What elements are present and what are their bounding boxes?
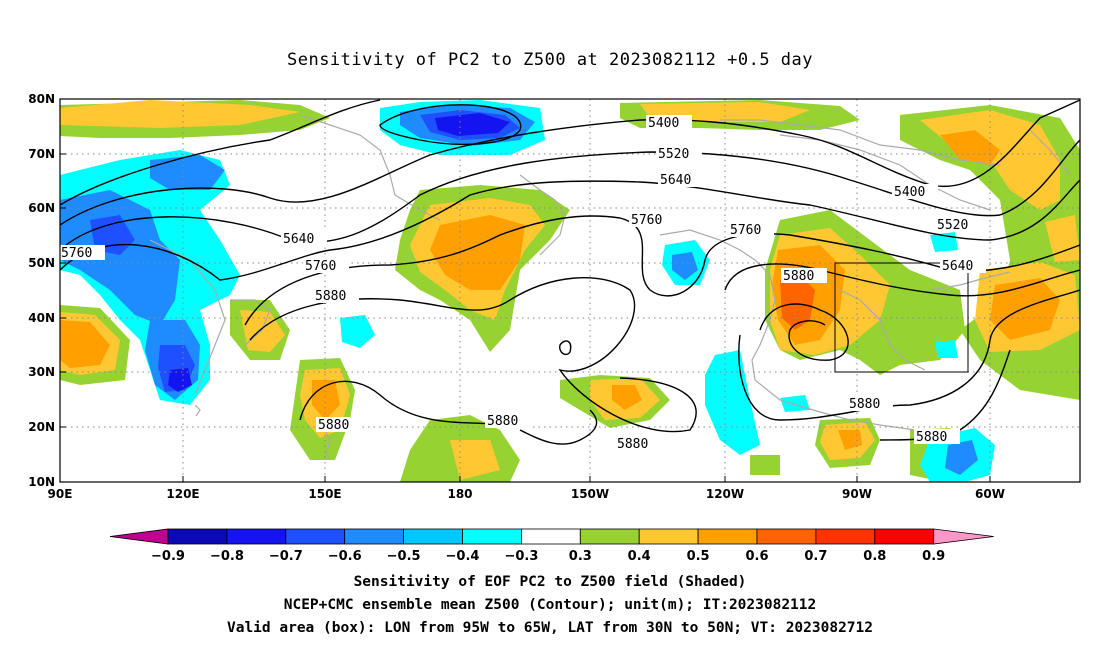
contour-label-5880-g: 5880 xyxy=(914,429,960,445)
contour-label-5640-b: 5640 xyxy=(281,231,327,247)
lon-label: 90E xyxy=(48,487,73,501)
lon-label: 60W xyxy=(975,487,1005,501)
svg-text:5760: 5760 xyxy=(305,259,336,274)
contour-label-5880-f: 5880 xyxy=(847,396,893,412)
svg-text:5880: 5880 xyxy=(916,430,947,445)
shaded-field xyxy=(60,99,1080,482)
svg-text:5880: 5880 xyxy=(783,269,814,284)
colorbar-label: −0.7 xyxy=(269,549,303,564)
svg-text:5880: 5880 xyxy=(617,437,648,452)
colorbar-label: 0.8 xyxy=(863,549,886,564)
colorbar-swatch xyxy=(226,528,287,545)
svg-text:5640: 5640 xyxy=(660,173,691,188)
contour-labels: 5400 5520 5640 5760 5760 5640 5760 5880 … xyxy=(59,115,986,452)
colorbar-arrow-high xyxy=(933,528,994,545)
colorbar-label: 0.9 xyxy=(922,549,945,564)
svg-text:5400: 5400 xyxy=(894,185,925,200)
contour-label-5400-b: 5400 xyxy=(892,184,938,200)
contour-label-5880-e: 5880 xyxy=(615,436,661,452)
lat-labels: 80N 70N 60N 50N 40N 30N 20N 10N xyxy=(28,92,55,489)
colorbar-swatch xyxy=(403,528,463,545)
footer-line-3: Valid area (box): LON from 95W to 65W, L… xyxy=(226,620,873,636)
colorbar-swatch xyxy=(344,528,405,545)
lon-label: 150E xyxy=(308,487,341,501)
colorbar-swatch xyxy=(285,528,346,545)
colorbar-swatch xyxy=(521,528,581,545)
lat-label: 30N xyxy=(28,365,55,379)
colorbar: −0.9 −0.8 −0.7 −0.6 −0.5 −0.4 −0.3 0.3 0.4 0.5 0.6… xyxy=(109,528,994,564)
contour-label-5520-b: 5520 xyxy=(935,217,981,233)
svg-text:5760: 5760 xyxy=(631,213,662,228)
lat-label: 20N xyxy=(28,420,55,434)
colorbar-label: −0.8 xyxy=(210,549,244,564)
lat-label: 10N xyxy=(28,475,55,489)
lon-label: 120E xyxy=(166,487,199,501)
tick-marks xyxy=(60,98,991,482)
colorbar-label: 0.4 xyxy=(628,549,651,564)
lat-label: 80N xyxy=(28,92,55,106)
lon-labels: 90E 120E 150E 180 150W 120W 90W 60W xyxy=(48,487,1005,501)
colorbar-label: 0.6 xyxy=(745,549,768,564)
map-frame xyxy=(59,98,1081,483)
colorbar-label: 0.5 xyxy=(687,549,710,564)
colorbar-label: 0.7 xyxy=(804,549,827,564)
lat-label: 40N xyxy=(28,311,55,325)
contour-label-5520-a: 5520 xyxy=(656,146,702,162)
colorbar-label: −0.6 xyxy=(328,549,362,564)
colorbar-swatch xyxy=(697,528,758,545)
colorbar-arrow-low xyxy=(109,528,169,545)
contour-label-5760-c: 5760 xyxy=(303,258,349,274)
colorbar-swatch xyxy=(815,528,876,545)
colorbar-swatch xyxy=(638,528,699,545)
lon-label: 150W xyxy=(571,487,609,501)
lat-label: 60N xyxy=(28,201,55,215)
lon-label: 120W xyxy=(706,487,744,501)
colorbar-label: −0.4 xyxy=(446,549,480,564)
colorbar-label: −0.3 xyxy=(504,549,538,564)
colorbar-swatch xyxy=(579,528,640,545)
contour-label-5880-d: 5880 xyxy=(485,413,531,429)
lon-label: 90W xyxy=(842,487,872,501)
contour-label-5880-a: 5880 xyxy=(313,288,359,304)
svg-text:5880: 5880 xyxy=(849,397,880,412)
lat-label: 70N xyxy=(28,147,55,161)
contour-label-5760-a: 5760 xyxy=(629,212,675,228)
svg-text:5400: 5400 xyxy=(648,116,679,131)
colorbar-swatch xyxy=(756,528,817,545)
contour-label-5760-b: 5760 xyxy=(59,245,105,261)
contour-label-5760-d: 5760 xyxy=(728,222,774,238)
colorbar-swatch xyxy=(874,528,935,545)
svg-text:5520: 5520 xyxy=(658,147,689,162)
svg-text:5640: 5640 xyxy=(283,232,314,247)
footer-line-2: NCEP+CMC ensemble mean Z500 (Contour); u… xyxy=(283,597,817,613)
colorbar-label: −0.9 xyxy=(151,549,185,564)
contour-label-5880-b: 5880 xyxy=(781,268,827,284)
map-title: Sensitivity of PC2 to Z500 at 2023082112… xyxy=(286,50,813,70)
colorbar-swatch xyxy=(167,528,228,545)
svg-text:5640: 5640 xyxy=(942,259,973,274)
footer-line-1: Sensitivity of EOF PC2 to Z500 field (Sh… xyxy=(353,574,747,590)
contour-label-5640-a: 5640 xyxy=(658,172,704,188)
svg-text:5880: 5880 xyxy=(318,418,349,433)
colorbar-label: 0.3 xyxy=(569,549,592,564)
svg-text:5760: 5760 xyxy=(61,246,92,261)
colorbar-label: −0.5 xyxy=(387,549,421,564)
contour-label-5400-a: 5400 xyxy=(646,115,692,131)
lon-label: 180 xyxy=(447,487,472,501)
svg-text:5880: 5880 xyxy=(315,289,346,304)
lat-label: 50N xyxy=(28,256,55,270)
valid-area-box xyxy=(834,262,969,373)
svg-text:5520: 5520 xyxy=(937,218,968,233)
svg-text:5880: 5880 xyxy=(487,414,518,429)
svg-text:5760: 5760 xyxy=(730,223,761,238)
colorbar-swatch xyxy=(462,528,522,545)
contour-label-5880-c: 5880 xyxy=(316,417,362,433)
contour-label-5640-c: 5640 xyxy=(940,258,986,274)
